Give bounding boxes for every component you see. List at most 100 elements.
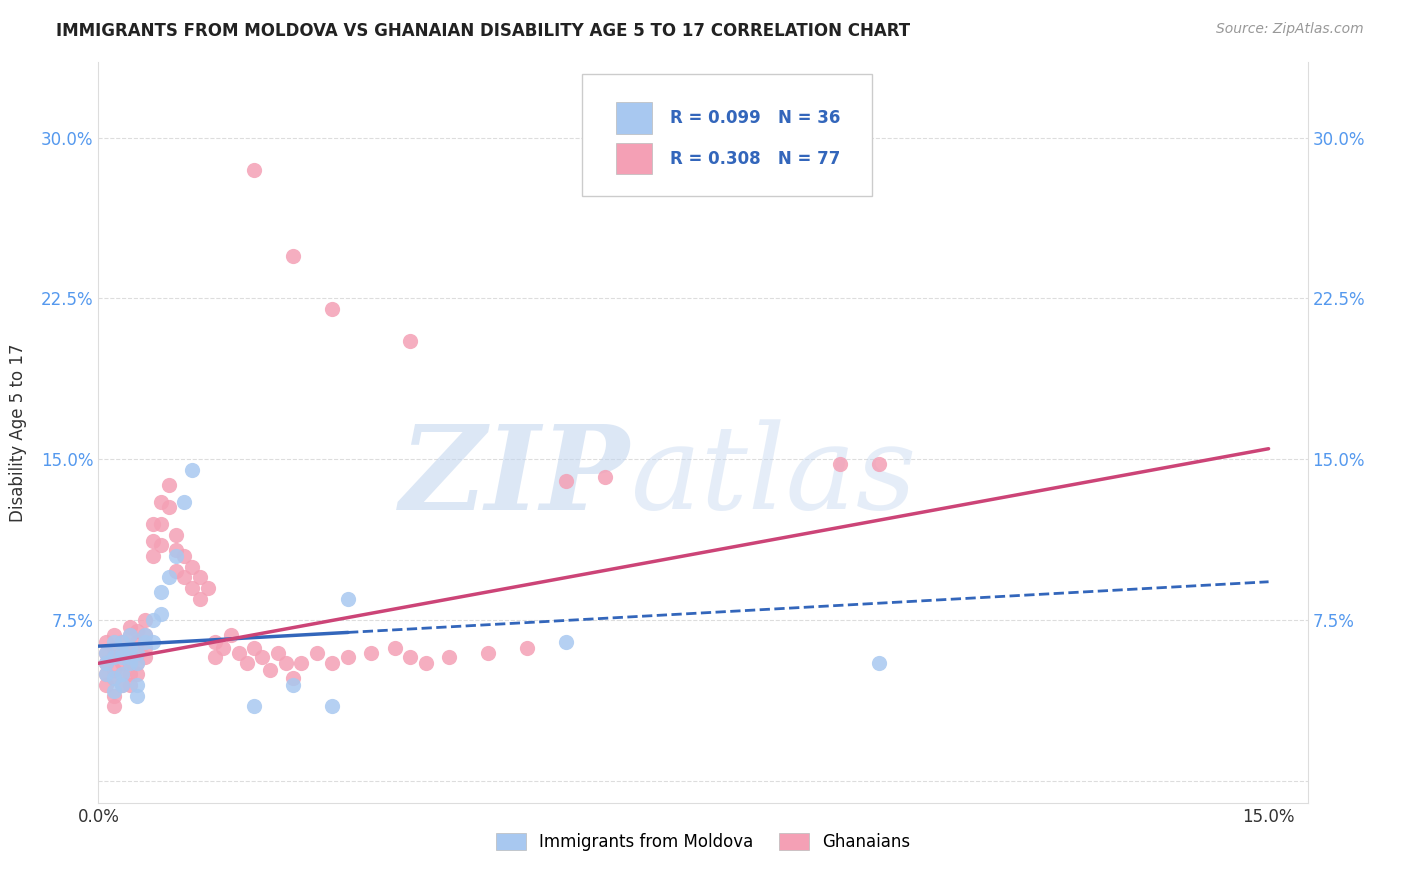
Point — [235, 657, 257, 671]
Point — [118, 628, 141, 642]
Point — [118, 667, 141, 681]
FancyBboxPatch shape — [616, 143, 652, 174]
Point — [103, 663, 125, 677]
Point — [103, 635, 125, 649]
Point — [118, 657, 141, 671]
Point — [103, 641, 125, 656]
Point — [212, 641, 235, 656]
Point — [111, 667, 134, 681]
Point — [439, 649, 461, 664]
Point — [127, 646, 149, 660]
Point — [149, 538, 172, 552]
Point — [96, 635, 118, 649]
Point — [188, 570, 211, 584]
Point — [118, 641, 141, 656]
Text: IMMIGRANTS FROM MOLDOVA VS GHANAIAN DISABILITY AGE 5 TO 17 CORRELATION CHART: IMMIGRANTS FROM MOLDOVA VS GHANAIAN DISA… — [56, 22, 910, 40]
Point — [96, 657, 118, 671]
Point — [96, 667, 118, 681]
Point — [111, 678, 134, 692]
Text: R = 0.099   N = 36: R = 0.099 N = 36 — [671, 109, 841, 127]
Point — [337, 591, 360, 606]
Point — [111, 635, 134, 649]
Text: atlas: atlas — [630, 419, 917, 534]
Point — [204, 635, 226, 649]
Point — [181, 559, 204, 574]
Point — [228, 646, 250, 660]
Point — [181, 463, 204, 477]
Point — [103, 671, 125, 685]
Point — [516, 641, 538, 656]
Point — [173, 549, 195, 563]
Point — [118, 628, 141, 642]
Point — [111, 667, 134, 681]
Point — [305, 646, 328, 660]
Point — [111, 646, 134, 660]
Point — [165, 564, 187, 578]
Point — [243, 162, 266, 177]
Point — [127, 678, 149, 692]
Point — [96, 678, 118, 692]
Point — [274, 657, 297, 671]
Point — [399, 649, 422, 664]
Point — [252, 649, 274, 664]
Point — [197, 581, 219, 595]
Point — [142, 533, 165, 548]
Point — [173, 570, 195, 584]
Point — [134, 635, 156, 649]
Point — [142, 614, 165, 628]
Point — [96, 646, 118, 660]
Point — [96, 646, 118, 660]
Point — [103, 649, 125, 664]
Point — [127, 657, 149, 671]
Point — [165, 527, 187, 541]
Point — [267, 646, 290, 660]
Point — [103, 684, 125, 698]
Point — [149, 585, 172, 599]
Text: R = 0.308   N = 77: R = 0.308 N = 77 — [671, 150, 841, 168]
Point — [290, 657, 312, 671]
Point — [165, 542, 187, 557]
Point — [127, 657, 149, 671]
Point — [127, 689, 149, 703]
Point — [415, 657, 437, 671]
Point — [595, 469, 617, 483]
Point — [118, 649, 141, 664]
FancyBboxPatch shape — [582, 73, 872, 195]
Y-axis label: Disability Age 5 to 17: Disability Age 5 to 17 — [8, 343, 27, 522]
Point — [283, 671, 305, 685]
Point — [360, 646, 382, 660]
Point — [165, 549, 187, 563]
Point — [103, 671, 125, 685]
Point — [103, 628, 125, 642]
Point — [868, 457, 890, 471]
Point — [96, 657, 118, 671]
Point — [399, 334, 422, 349]
Point — [283, 678, 305, 692]
Point — [134, 628, 156, 642]
Point — [142, 516, 165, 531]
Point — [321, 699, 343, 714]
Point — [384, 641, 406, 656]
Point — [219, 628, 242, 642]
Point — [157, 500, 180, 514]
Point — [204, 649, 226, 664]
Point — [555, 635, 578, 649]
Point — [127, 624, 149, 639]
Point — [337, 649, 360, 664]
Point — [127, 646, 149, 660]
FancyBboxPatch shape — [616, 103, 652, 134]
Point — [118, 678, 141, 692]
Point — [477, 646, 499, 660]
Text: ZIP: ZIP — [401, 419, 630, 534]
Point — [118, 620, 141, 634]
Point — [111, 657, 134, 671]
Point — [96, 667, 118, 681]
Legend: Immigrants from Moldova, Ghanaians: Immigrants from Moldova, Ghanaians — [489, 826, 917, 857]
Point — [134, 649, 156, 664]
Point — [555, 474, 578, 488]
Point — [118, 657, 141, 671]
Point — [142, 635, 165, 649]
Point — [111, 678, 134, 692]
Text: Source: ZipAtlas.com: Source: ZipAtlas.com — [1216, 22, 1364, 37]
Point — [149, 495, 172, 509]
